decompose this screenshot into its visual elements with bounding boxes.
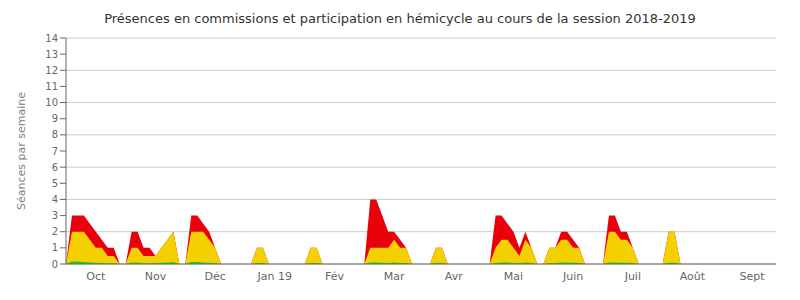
svg-text:Oct: Oct xyxy=(86,270,106,283)
svg-text:Sept: Sept xyxy=(740,270,766,283)
svg-text:14: 14 xyxy=(45,33,58,44)
svg-text:3: 3 xyxy=(52,210,58,221)
svg-text:7: 7 xyxy=(52,146,58,157)
svg-text:Juil: Juil xyxy=(624,270,641,283)
svg-text:Mar: Mar xyxy=(384,270,405,283)
svg-text:10: 10 xyxy=(45,97,58,108)
svg-text:Mai: Mai xyxy=(504,270,523,283)
svg-text:13: 13 xyxy=(45,49,58,60)
svg-text:11: 11 xyxy=(45,81,58,92)
svg-text:12: 12 xyxy=(45,65,58,76)
svg-text:0: 0 xyxy=(52,259,58,270)
svg-text:1: 1 xyxy=(52,242,58,253)
svg-text:Juin: Juin xyxy=(562,270,583,283)
svg-text:9: 9 xyxy=(52,113,58,124)
svg-text:8: 8 xyxy=(52,129,58,140)
svg-text:Déc: Déc xyxy=(205,270,226,283)
svg-text:Nov: Nov xyxy=(145,270,167,283)
svg-text:2: 2 xyxy=(52,226,58,237)
svg-text:Séances par semaine: Séances par semaine xyxy=(15,92,28,210)
svg-text:Fév: Fév xyxy=(325,270,344,283)
svg-text:6: 6 xyxy=(52,162,58,173)
svg-text:Jan 19: Jan 19 xyxy=(257,270,292,283)
svg-text:Août: Août xyxy=(680,270,706,283)
svg-text:4: 4 xyxy=(52,194,58,205)
svg-text:Avr: Avr xyxy=(445,270,463,283)
svg-text:5: 5 xyxy=(52,178,58,189)
html-text:Présences en commissions et pa: Présences en commissions et participatio… xyxy=(104,11,696,26)
